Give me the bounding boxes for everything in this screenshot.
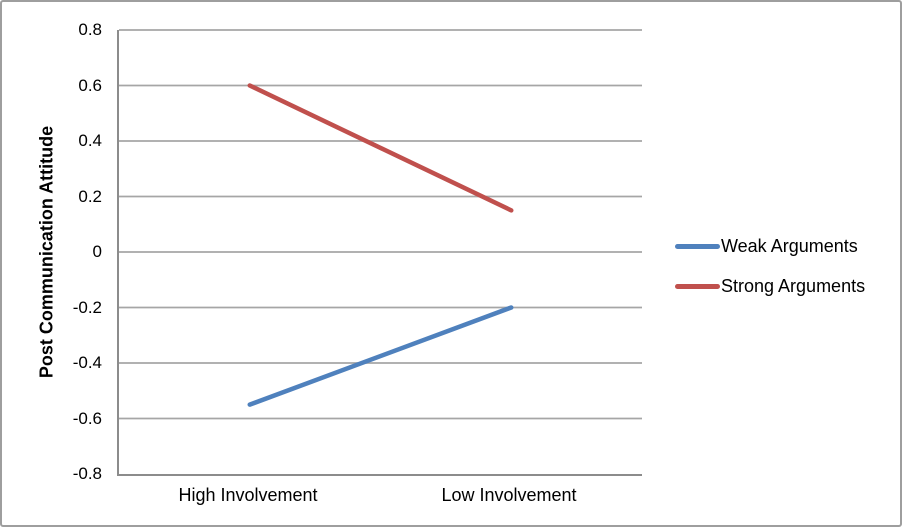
y-tick-label: -0.4 bbox=[72, 353, 102, 372]
legend-label-strong-arguments: Strong Arguments bbox=[721, 275, 866, 296]
plot-canvas bbox=[119, 29, 642, 420]
strong-arguments-line-swatch bbox=[675, 283, 720, 289]
x-category-label-low-involvement: Low Involvement bbox=[441, 485, 577, 505]
legend-entry-strong-arguments: Strong Arguments bbox=[675, 266, 865, 306]
y-tick-label: 0.2 bbox=[78, 186, 102, 206]
weak-arguments-line bbox=[247, 305, 514, 407]
plot-area bbox=[117, 29, 642, 476]
y-tick-label: 0 bbox=[92, 242, 102, 261]
y-tick-label: 0.6 bbox=[78, 75, 102, 95]
weak-arguments-line-swatch bbox=[675, 243, 720, 249]
y-axis-tick-labels: 0.8 0.6 0.4 0.2 0 -0.2 -0.4 -0.6 -0.8 bbox=[2, 2, 102, 525]
legend: Weak Arguments Strong Arguments bbox=[675, 226, 865, 306]
legend-entry-weak-arguments: Weak Arguments bbox=[675, 226, 865, 266]
y-tick-label: -0.6 bbox=[72, 408, 102, 428]
strong-arguments-line bbox=[247, 83, 514, 213]
y-tick-label: -0.8 bbox=[72, 464, 102, 483]
x-category-label-high-involvement: High Involvement bbox=[178, 485, 318, 505]
y-tick-label: 0.4 bbox=[78, 131, 102, 150]
y-tick-label: -0.2 bbox=[72, 297, 102, 317]
y-tick-label: 0.8 bbox=[78, 20, 102, 39]
legend-label-weak-arguments: Weak Arguments bbox=[721, 235, 858, 256]
